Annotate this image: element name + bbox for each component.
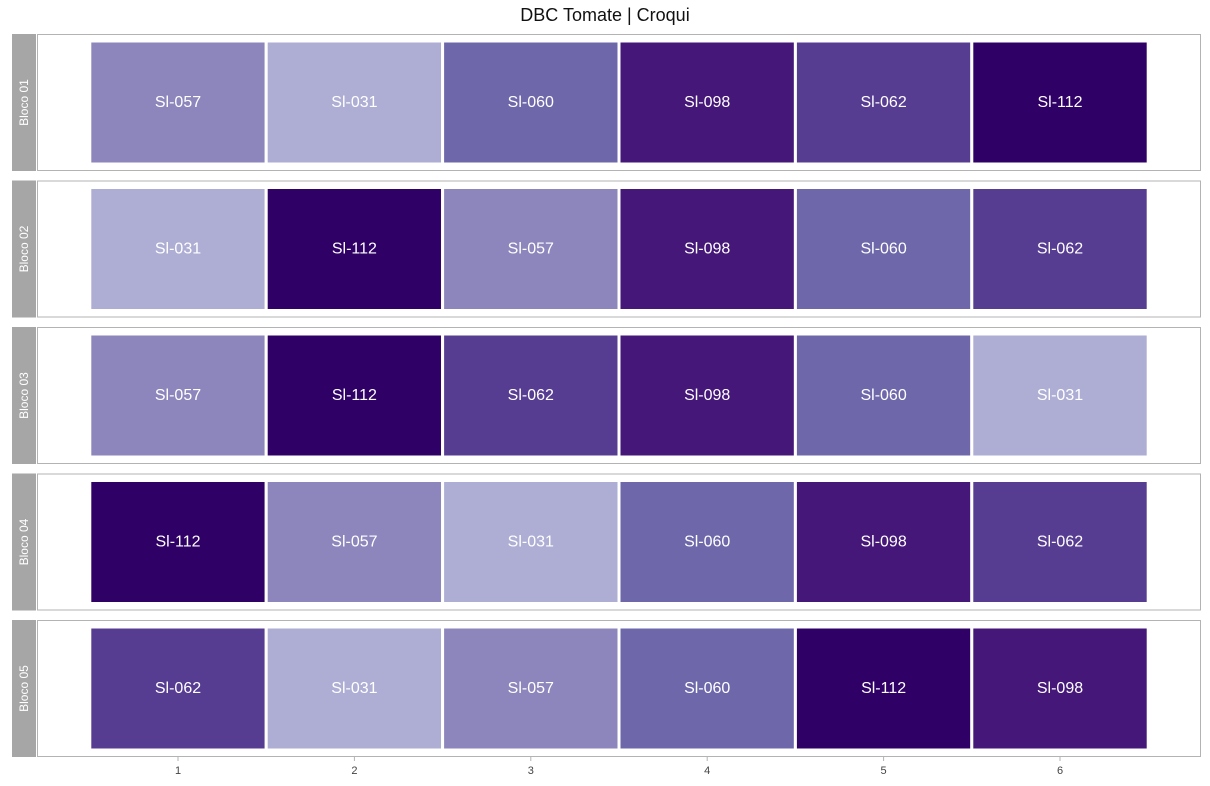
block-panel: Bloco 05 Sl-062 Sl-031 Sl-057 Sl-060 Sl-112 Sl… — [12, 620, 1201, 757]
cell-label: Sl-098 — [684, 94, 730, 111]
cell-label: Sl-057 — [155, 387, 201, 404]
heatmap-cell — [617, 186, 797, 312]
x-tick-label: 3 — [528, 765, 534, 777]
heatmap-cell — [617, 332, 797, 459]
cell-label: Sl-112 — [1037, 94, 1082, 111]
facet-strip-label: Bloco 05 — [17, 665, 31, 712]
heatmap-cell — [793, 479, 974, 605]
heatmap-cell — [264, 625, 445, 752]
heatmap-cell — [264, 186, 445, 312]
facet-strip — [12, 473, 36, 611]
cell-label: Sl-062 — [860, 94, 906, 111]
heatmap-cell — [264, 479, 445, 605]
x-tick-label: 2 — [351, 765, 357, 777]
block-panel: Bloco 04 Sl-112 Sl-057 Sl-031 Sl-060 Sl-098 Sl… — [12, 473, 1201, 611]
x-tick-label: 5 — [881, 765, 887, 777]
block-panel: Bloco 01 Sl-057 Sl-031 Sl-060 Sl-098 Sl-062 Sl… — [12, 34, 1201, 171]
heatmap-cell — [617, 39, 797, 166]
heatmap-cell — [441, 332, 621, 459]
heatmap-cell — [617, 479, 797, 605]
heatmap-cell — [441, 39, 621, 166]
cell-label: Sl-057 — [331, 534, 377, 551]
heatmap-cell — [970, 39, 1150, 166]
facet-strip-label: Bloco 04 — [17, 518, 31, 565]
x-tick-label: 1 — [175, 765, 181, 777]
cell-label: Sl-098 — [1037, 680, 1083, 697]
cell-label: Sl-031 — [331, 680, 377, 697]
cell-label: Sl-060 — [684, 534, 730, 551]
cell-label: Sl-060 — [508, 94, 554, 111]
cell-label: Sl-112 — [861, 680, 906, 697]
cell-label: Sl-060 — [860, 387, 906, 404]
facet-strip-label: Bloco 01 — [17, 79, 31, 126]
facet-strip — [12, 180, 36, 318]
x-tick-label: 6 — [1057, 765, 1063, 777]
heatmap-cell — [441, 479, 621, 605]
cell-label: Sl-062 — [508, 387, 554, 404]
cell-label: Sl-062 — [1037, 241, 1083, 258]
facet-strip — [12, 327, 36, 464]
chart-title: DBC Tomate | Croqui — [520, 5, 690, 25]
heatmap-cell — [793, 332, 974, 459]
block-panel: Bloco 03 Sl-057 Sl-112 Sl-062 Sl-098 Sl-060 Sl… — [12, 327, 1201, 464]
cell-label: Sl-057 — [508, 680, 554, 697]
cell-label: Sl-062 — [155, 680, 201, 697]
cell-label: Sl-112 — [155, 534, 200, 551]
heatmap-cell — [88, 479, 268, 605]
heatmap-cell — [617, 625, 797, 752]
facet-panels: Bloco 01 Sl-057 Sl-031 Sl-060 Sl-098 Sl-062 Sl… — [12, 34, 1201, 757]
cell-label: Sl-057 — [155, 94, 201, 111]
heatmap-cell — [793, 39, 974, 166]
cell-label: Sl-098 — [860, 534, 906, 551]
x-axis: 1 2 3 4 5 6 — [175, 757, 1063, 777]
cell-label: Sl-062 — [1037, 534, 1083, 551]
heatmap-cell — [88, 625, 268, 752]
heatmap-cell — [970, 625, 1150, 752]
heatmap-cell — [441, 186, 621, 312]
facet-strip — [12, 620, 36, 757]
cell-label: Sl-098 — [684, 241, 730, 258]
facet-strip — [12, 34, 36, 171]
cell-label: Sl-060 — [860, 241, 906, 258]
heatmap-cell — [264, 39, 445, 166]
cell-label: Sl-098 — [684, 387, 730, 404]
facet-strip-label: Bloco 02 — [17, 225, 31, 272]
block-panel: Bloco 02 Sl-031 Sl-112 Sl-057 Sl-098 Sl-060 Sl… — [12, 180, 1201, 318]
heatmap-cell — [970, 479, 1150, 605]
cell-label: Sl-060 — [684, 680, 730, 697]
cell-label: Sl-031 — [508, 534, 554, 551]
cell-label: Sl-031 — [331, 94, 377, 111]
cell-label: Sl-031 — [1037, 387, 1083, 404]
x-tick-label: 4 — [704, 765, 710, 777]
heatmap-cell — [88, 332, 268, 459]
cell-label: Sl-057 — [508, 241, 554, 258]
heatmap-cell — [970, 332, 1150, 459]
cell-label: Sl-031 — [155, 241, 201, 258]
cell-label: Sl-112 — [332, 241, 377, 258]
heatmap-cell — [970, 186, 1150, 312]
facet-strip-label: Bloco 03 — [17, 372, 31, 419]
cell-label: Sl-112 — [332, 387, 377, 404]
